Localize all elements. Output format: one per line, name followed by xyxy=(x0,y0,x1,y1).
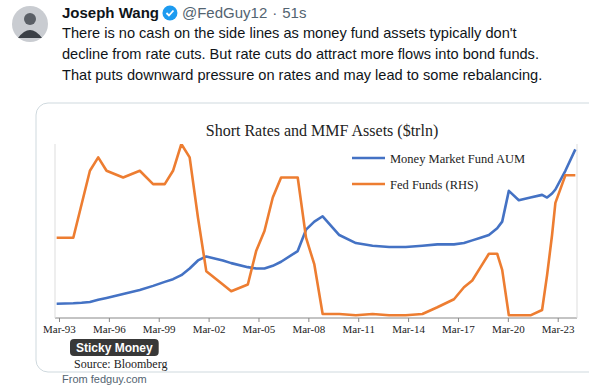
y-axis xyxy=(55,144,56,318)
author-name: Joseph Wang xyxy=(62,4,159,21)
tweet-text-line: That puts downward pressure on rates and… xyxy=(62,67,542,83)
tweet-text-line: There is no cash on the side lines as mo… xyxy=(62,25,517,41)
x-tick-label: Mar-96 xyxy=(93,323,126,335)
tweet-text-line: decline from rate cuts. But rate cuts do… xyxy=(62,46,539,62)
avatar-bg xyxy=(12,6,48,42)
x-tick xyxy=(109,318,110,322)
x-tick xyxy=(159,318,160,322)
x-tick-label: Mar-02 xyxy=(193,323,226,335)
chart-title: Short Rates and MMF Assets ($trln) xyxy=(206,122,438,140)
x-tick-label: Mar-11 xyxy=(343,323,375,335)
x-axis xyxy=(55,318,577,319)
x-tick xyxy=(408,318,409,322)
x-tick-label: Mar-05 xyxy=(243,323,276,335)
legend-swatch xyxy=(352,157,385,160)
x-tick-label: Mar-20 xyxy=(492,323,525,335)
separator: · xyxy=(272,4,277,21)
x-tick xyxy=(59,318,60,322)
handle: @FedGuy12 xyxy=(182,4,267,21)
handle-line: @FedGuy12 · 51s xyxy=(182,4,306,21)
legend-swatch xyxy=(352,183,385,186)
x-tick-label: Mar-99 xyxy=(143,323,176,335)
tweet-screenshot: Joseph Wang @FedGuy12 · 51s There is no cash… xyxy=(0,0,589,386)
x-tick-label: Mar-93 xyxy=(43,323,76,335)
x-tick xyxy=(258,318,259,322)
avatar xyxy=(12,6,48,42)
media-label: Sticky Money xyxy=(70,339,159,356)
x-tick-label: Mar-14 xyxy=(392,323,425,335)
x-tick xyxy=(308,318,309,322)
verified-badge xyxy=(162,6,177,21)
x-tick xyxy=(458,318,459,322)
media-frame xyxy=(36,103,589,372)
time: 51s xyxy=(282,4,306,21)
avatar-head xyxy=(24,13,36,25)
x-tick xyxy=(209,318,210,322)
x-tick-label: Mar-08 xyxy=(292,323,325,335)
legend-label: Fed Funds (RHS) xyxy=(390,178,478,192)
x-tick-label: Mar-17 xyxy=(442,323,475,335)
x-tick xyxy=(508,318,509,322)
link-text: From fedguy.com xyxy=(62,373,147,385)
series-line xyxy=(57,144,576,315)
media-label-text: Sticky Money xyxy=(76,341,153,355)
badge-circle xyxy=(162,6,177,21)
avatar-body xyxy=(18,30,42,38)
chart-source: Source: Bloomberg xyxy=(74,357,167,371)
x-tick xyxy=(358,318,359,322)
x-tick-label: Mar-23 xyxy=(542,323,575,335)
plot-area xyxy=(57,144,576,315)
x-tick xyxy=(558,318,559,322)
y2-axis xyxy=(577,144,578,318)
media-label-bg xyxy=(70,339,159,356)
legend-label: Money Market Fund AUM xyxy=(390,152,525,166)
badge-check xyxy=(166,11,173,16)
